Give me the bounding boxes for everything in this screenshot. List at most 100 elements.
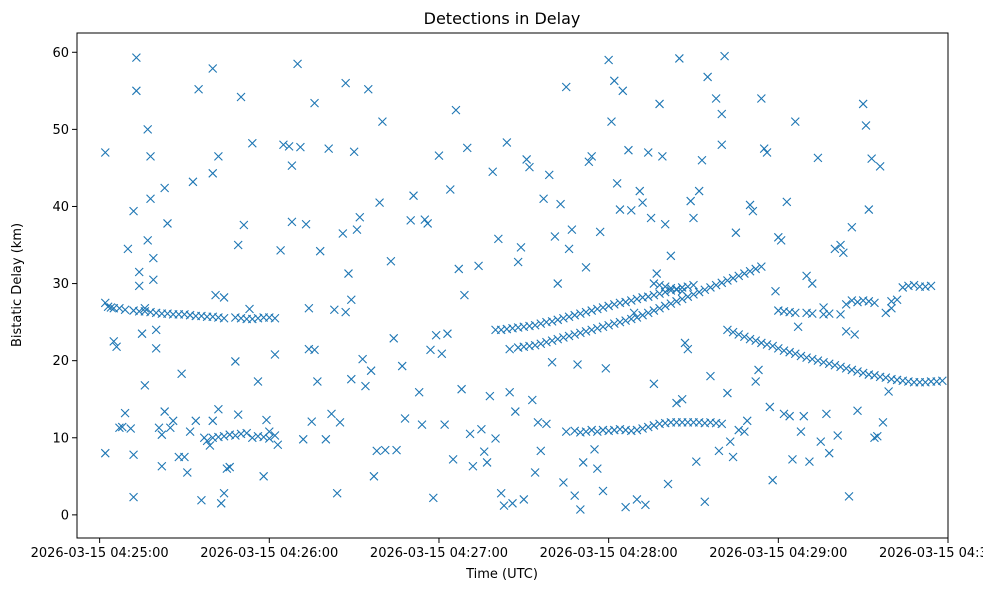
data-point <box>700 497 710 507</box>
data-point <box>561 427 571 436</box>
data-point <box>338 229 348 238</box>
x-tick-label: 2026-03-15 04:29:00 <box>709 546 847 561</box>
data-point <box>816 437 826 447</box>
data-point <box>191 416 201 426</box>
data-point <box>208 64 218 73</box>
data-point <box>493 234 503 244</box>
plot-area-frame <box>76 32 949 539</box>
data-point <box>570 310 580 320</box>
data-point <box>106 303 116 312</box>
data-point <box>547 357 557 367</box>
data-point <box>663 479 673 489</box>
data-point <box>468 461 478 471</box>
data-point <box>598 303 608 312</box>
data-point <box>445 185 455 194</box>
data-point <box>564 331 574 341</box>
data-point <box>426 345 435 355</box>
data-point <box>813 153 823 163</box>
data-point <box>160 407 170 416</box>
data-point <box>587 425 597 435</box>
data-point <box>592 464 602 473</box>
data-point <box>378 117 387 127</box>
data-point <box>819 303 828 312</box>
data-point <box>389 333 399 343</box>
data-point <box>672 398 681 408</box>
data-point <box>420 215 430 224</box>
data-point <box>762 148 772 157</box>
data-point <box>740 427 749 436</box>
data-point <box>522 155 532 164</box>
data-point <box>581 427 591 436</box>
data-point <box>573 360 582 369</box>
data-point <box>881 373 891 383</box>
data-point <box>505 344 515 354</box>
data-point <box>822 409 831 419</box>
data-point <box>706 371 715 381</box>
data-point <box>807 354 817 364</box>
data-point <box>655 280 664 290</box>
data-point <box>649 379 659 389</box>
data-point <box>530 340 540 350</box>
data-point <box>163 219 172 228</box>
data-point <box>612 178 622 188</box>
data-point <box>864 296 874 306</box>
data-point <box>870 433 879 443</box>
data-point <box>694 287 704 297</box>
data-point <box>242 428 252 438</box>
data-point <box>598 322 608 332</box>
data-point <box>428 493 438 503</box>
data-point <box>649 421 659 430</box>
data-point <box>516 242 526 252</box>
data-point <box>584 157 594 167</box>
data-point <box>765 402 775 412</box>
data-point <box>790 349 800 359</box>
data-point <box>853 406 862 416</box>
data-point <box>632 425 642 435</box>
data-point <box>609 76 619 86</box>
data-point <box>861 121 871 130</box>
data-point <box>219 293 229 302</box>
data-point <box>103 302 113 312</box>
data-point <box>683 282 693 292</box>
data-point <box>805 457 814 467</box>
data-point <box>423 219 433 228</box>
data-point <box>887 296 896 306</box>
data-point <box>728 452 738 462</box>
data-point <box>247 433 257 443</box>
data-point <box>180 452 189 462</box>
data-point <box>756 338 766 348</box>
data-point <box>406 215 416 225</box>
data-point <box>431 330 441 340</box>
data-point <box>796 351 806 361</box>
data-point <box>513 257 523 267</box>
data-point <box>666 251 676 261</box>
data-point <box>657 151 667 161</box>
data-point <box>601 363 611 373</box>
data-point <box>363 84 373 94</box>
data-point <box>751 264 761 274</box>
data-point <box>188 177 198 187</box>
data-point <box>807 279 817 288</box>
data-point <box>143 236 153 245</box>
data-point <box>392 445 401 455</box>
data-point <box>666 283 676 293</box>
data-point <box>604 301 614 311</box>
data-point <box>595 227 605 237</box>
data-point <box>649 279 659 288</box>
data-point <box>216 498 226 508</box>
data-point <box>259 471 269 481</box>
data-point <box>745 334 755 344</box>
data-point <box>626 296 636 305</box>
data-point <box>140 380 150 390</box>
data-point <box>847 365 857 375</box>
data-point <box>638 424 647 433</box>
data-point <box>649 306 659 315</box>
data-point <box>643 148 653 157</box>
data-point <box>697 155 707 165</box>
data-point <box>564 312 574 322</box>
data-point <box>756 262 766 271</box>
data-point <box>632 495 642 504</box>
data-point <box>720 51 729 61</box>
data-point <box>146 194 155 204</box>
data-point <box>100 448 110 458</box>
